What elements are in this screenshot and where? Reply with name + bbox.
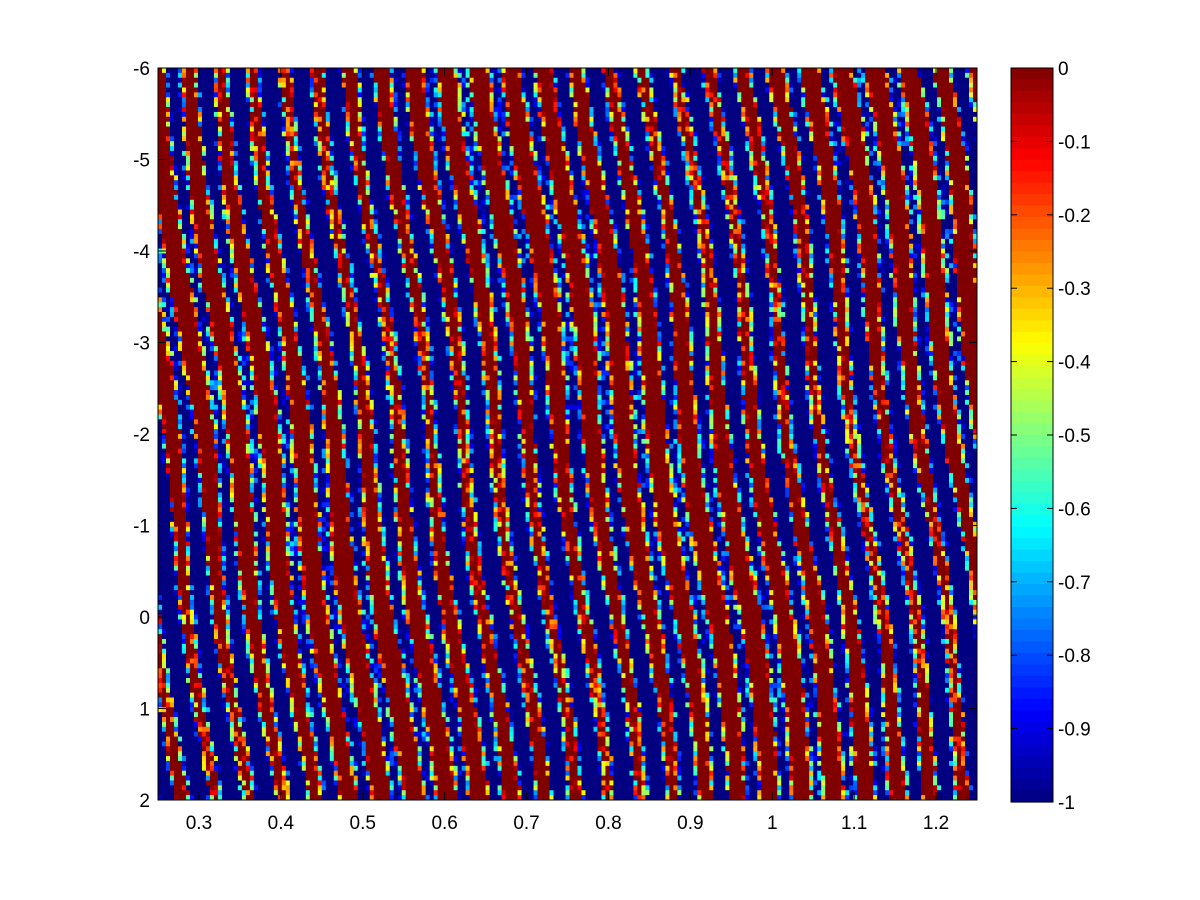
colorbar-band <box>1011 768 1053 780</box>
y-tick-label: -3 <box>133 334 150 355</box>
colorbar-band <box>1011 424 1053 436</box>
colorbar-band <box>1011 446 1053 458</box>
colorbar-band <box>1011 504 1053 516</box>
y-tick-label: 2 <box>139 791 150 812</box>
colorbar-band <box>1011 561 1053 573</box>
colorbar-band <box>1011 79 1053 91</box>
colorbar-band <box>1011 469 1053 481</box>
colorbar-band <box>1011 274 1053 286</box>
colorbar-band <box>1011 573 1053 585</box>
colorbar-band <box>1011 458 1053 470</box>
colorbar-band <box>1011 366 1053 378</box>
x-tick-label: 0.7 <box>513 813 539 834</box>
colorbar-band <box>1011 745 1053 757</box>
x-tick-label: 0.5 <box>350 813 376 834</box>
colorbar-band <box>1011 412 1053 424</box>
x-tick-label: 0.8 <box>595 813 621 834</box>
colorbar-band <box>1011 619 1053 631</box>
colorbar-band <box>1011 252 1053 264</box>
y-tick-label: -6 <box>133 59 150 80</box>
heatmap-cells <box>158 68 978 801</box>
x-tick-label: 1.2 <box>923 813 949 834</box>
x-tick-label: 1 <box>767 813 778 834</box>
colorbar-band <box>1011 607 1053 619</box>
y-tick-label: -1 <box>133 517 150 538</box>
colorbar-band <box>1011 183 1053 195</box>
colorbar-band <box>1011 538 1053 550</box>
colorbar-tick-label: -0.7 <box>1058 573 1091 594</box>
colorbar-band <box>1011 332 1053 344</box>
colorbar-band <box>1011 125 1053 137</box>
colorbar-tick-label: -0.2 <box>1058 206 1091 227</box>
colorbar-band <box>1011 160 1053 172</box>
colorbar-band <box>1011 355 1053 367</box>
colorbar-tick-label: -0.8 <box>1058 646 1091 667</box>
colorbar-band <box>1011 710 1053 722</box>
colorbar-band <box>1011 194 1053 206</box>
colorbar-band <box>1011 217 1053 229</box>
x-tick-label: 1.1 <box>841 813 867 834</box>
colorbar-band <box>1011 378 1053 390</box>
x-tick-label: 0.4 <box>268 813 295 834</box>
colorbar-band <box>1011 435 1053 447</box>
colorbar-band <box>1011 550 1053 562</box>
colorbar-tick-label: -0.1 <box>1058 132 1091 153</box>
colorbar-band <box>1011 171 1053 183</box>
colorbar-band <box>1011 779 1053 791</box>
colorbar-band <box>1011 320 1053 332</box>
colorbar-band <box>1011 91 1053 103</box>
x-tick-label: 0.9 <box>677 813 703 834</box>
colorbar-band <box>1011 240 1053 252</box>
colorbar-band <box>1011 68 1053 80</box>
colorbar-band <box>1011 389 1053 401</box>
y-tick-label: 1 <box>139 700 150 721</box>
colorbar-band <box>1011 676 1053 688</box>
colorbar-band <box>1011 722 1053 734</box>
colorbar-band <box>1011 733 1053 745</box>
x-tick-label: 0.3 <box>186 813 212 834</box>
colorbar-band <box>1011 630 1053 642</box>
y-tick-label: -5 <box>133 151 150 172</box>
colorbar-band <box>1011 756 1053 768</box>
colorbar-band <box>1011 263 1053 275</box>
colorbar-band <box>1011 401 1053 413</box>
y-tick-label: -2 <box>133 425 150 446</box>
colorbar-band <box>1011 102 1053 114</box>
colorbar-tick-label: 0 <box>1058 59 1069 80</box>
colorbar-band <box>1011 206 1053 218</box>
colorbar-band <box>1011 596 1053 608</box>
colorbar-band <box>1011 148 1053 160</box>
colorbar-band <box>1011 584 1053 596</box>
colorbar-band <box>1011 309 1053 321</box>
colorbar-band <box>1011 527 1053 539</box>
y-tick-label: -4 <box>133 242 150 263</box>
colorbar-band <box>1011 664 1053 676</box>
colorbar-tick-label: -0.9 <box>1058 720 1091 741</box>
colorbar-band <box>1011 492 1053 504</box>
colorbar-band <box>1011 687 1053 699</box>
colorbar-tick-label: -0.4 <box>1058 353 1091 374</box>
colorbar-band <box>1011 699 1053 711</box>
colorbar-tick-label: -1 <box>1058 793 1075 814</box>
colorbar-band <box>1011 641 1053 653</box>
colorbar-tick-label: -0.5 <box>1058 426 1091 447</box>
colorbar-band <box>1011 653 1053 665</box>
colorbar-tick-label: -0.3 <box>1058 279 1091 300</box>
x-tick-label: 0.6 <box>431 813 457 834</box>
heatmap-plot-area <box>158 68 978 801</box>
y-tick-label: 0 <box>139 608 150 629</box>
colorbar-band <box>1011 791 1053 803</box>
colorbar-band <box>1011 229 1053 241</box>
colorbar-band <box>1011 343 1053 355</box>
colorbar-tick-label: -0.6 <box>1058 499 1091 520</box>
colorbar-band <box>1011 481 1053 493</box>
colorbar-band <box>1011 297 1053 309</box>
colorbar-gradient <box>1011 68 1053 803</box>
colorbar-band <box>1011 515 1053 527</box>
colorbar-band <box>1011 286 1053 298</box>
colorbar-band <box>1011 137 1053 149</box>
colorbar-band <box>1011 114 1053 126</box>
